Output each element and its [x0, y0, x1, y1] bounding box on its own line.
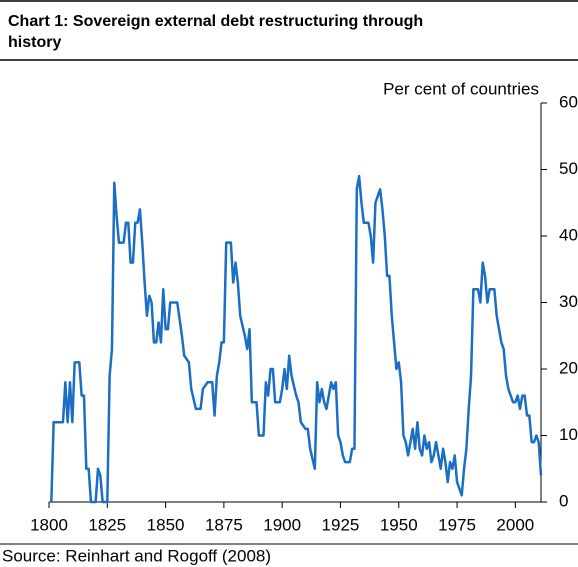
y-tick-label: 10 — [559, 425, 578, 444]
x-tick-label: 1900 — [263, 515, 301, 534]
x-tick-label: 1925 — [322, 515, 360, 534]
y-axis-label: Per cent of countries — [383, 79, 539, 98]
y-tick-label: 40 — [559, 225, 578, 244]
x-tick-label: 1950 — [380, 515, 418, 534]
y-tick-label: 60 — [559, 92, 578, 111]
x-tick-label: 1850 — [147, 515, 185, 534]
y-tick-label: 0 — [559, 491, 568, 510]
y-tick-label: 20 — [559, 358, 578, 377]
source: Source: Reinhart and Rogoff (2008) — [2, 546, 271, 565]
x-tick-label: 1975 — [438, 515, 476, 534]
x-tick-label: 2000 — [496, 515, 534, 534]
x-tick-label: 1825 — [88, 515, 126, 534]
chart-title: history — [8, 34, 61, 51]
x-tick-label: 1875 — [205, 515, 243, 534]
x-tick-label: 1800 — [30, 515, 68, 534]
y-tick-label: 50 — [559, 159, 578, 178]
data-line — [50, 174, 543, 504]
y-tick-label: 30 — [559, 292, 578, 311]
chart-title: Chart 1: Sovereign external debt restruc… — [8, 13, 423, 30]
